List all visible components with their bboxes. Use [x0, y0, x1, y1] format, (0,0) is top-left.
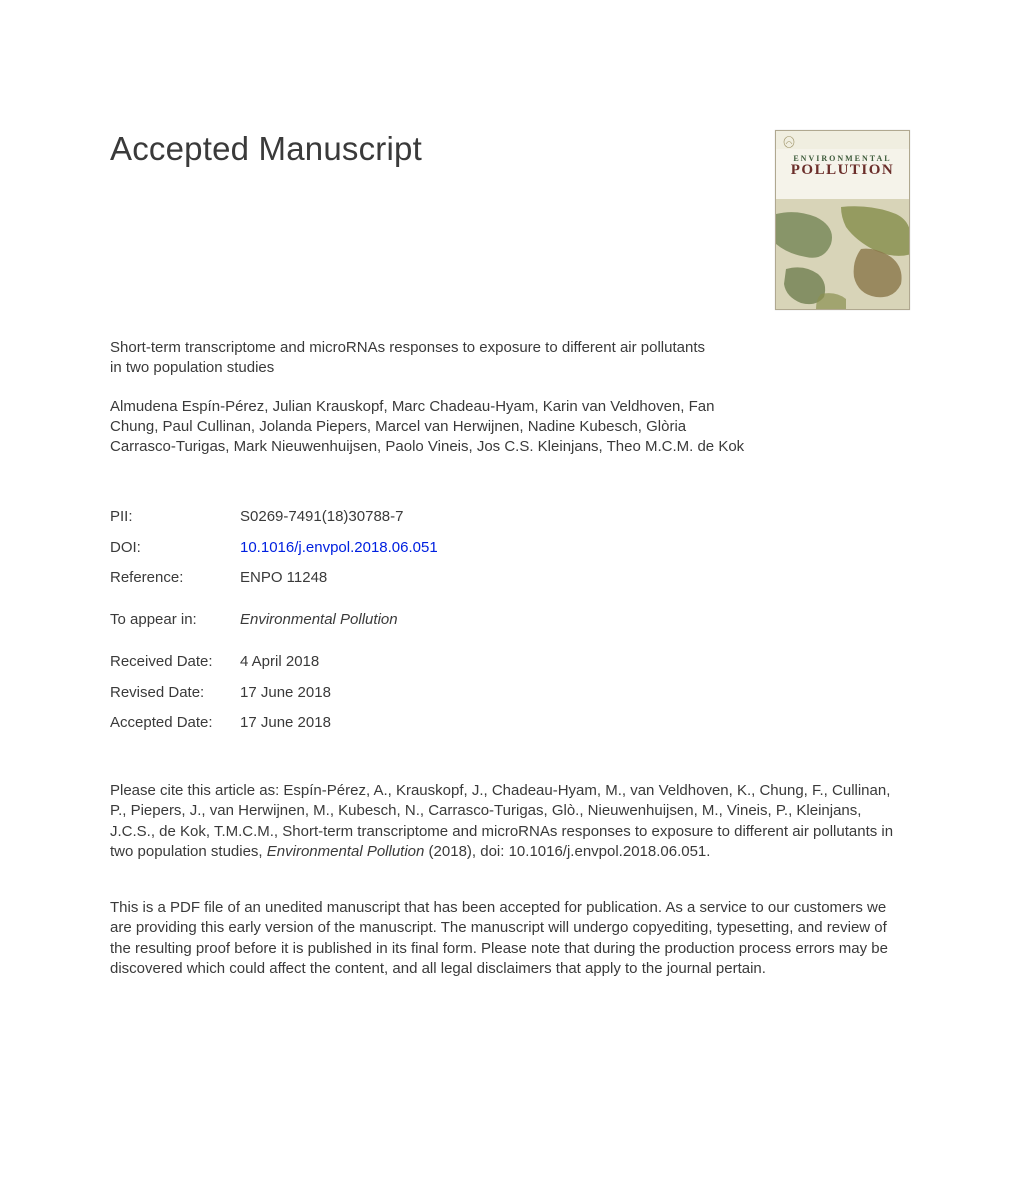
- heading-block: Accepted Manuscript: [110, 130, 422, 168]
- meta-value-pii: S0269-7491(18)30788-7: [240, 507, 403, 527]
- meta-value-doi[interactable]: 10.1016/j.envpol.2018.06.051: [240, 538, 438, 558]
- meta-label-appear: To appear in:: [110, 610, 240, 630]
- metadata-table: PII: S0269-7491(18)30788-7 DOI: 10.1016/…: [110, 507, 910, 733]
- meta-label-reference: Reference:: [110, 568, 240, 588]
- meta-label-received: Received Date:: [110, 652, 240, 672]
- cover-topbar: [776, 131, 909, 149]
- meta-label-accepted: Accepted Date:: [110, 713, 240, 733]
- citation-block: Please cite this article as: Espín-Pérez…: [110, 781, 910, 862]
- meta-value-received: 4 April 2018: [240, 652, 319, 672]
- meta-value-revised: 17 June 2018: [240, 683, 331, 703]
- meta-label-revised: Revised Date:: [110, 683, 240, 703]
- meta-row-doi: DOI: 10.1016/j.envpol.2018.06.051: [110, 538, 910, 558]
- meta-value-accepted: 17 June 2018: [240, 713, 331, 733]
- header-row: Accepted Manuscript ENVIRONMENTAL POLLUT…: [110, 130, 910, 310]
- accepted-heading: Accepted Manuscript: [110, 130, 422, 168]
- cover-title-pollution: POLLUTION: [776, 163, 909, 178]
- meta-value-appear: Environmental Pollution: [240, 610, 398, 630]
- cover-map-icon: [776, 199, 910, 309]
- article-title: Short-term transcriptome and microRNAs r…: [110, 338, 710, 379]
- meta-row-appear: To appear in: Environmental Pollution: [110, 610, 910, 630]
- meta-label-doi: DOI:: [110, 538, 240, 558]
- meta-row-received: Received Date: 4 April 2018: [110, 652, 910, 672]
- disclaimer-text: This is a PDF file of an unedited manusc…: [110, 898, 910, 979]
- meta-row-revised: Revised Date: 17 June 2018: [110, 683, 910, 703]
- citation-journal: Environmental Pollution: [267, 843, 425, 860]
- journal-cover: ENVIRONMENTAL POLLUTION: [775, 130, 910, 310]
- manuscript-page: Accepted Manuscript ENVIRONMENTAL POLLUT…: [0, 0, 1020, 1039]
- meta-label-pii: PII:: [110, 507, 240, 527]
- meta-row-accepted: Accepted Date: 17 June 2018: [110, 713, 910, 733]
- cover-title: ENVIRONMENTAL POLLUTION: [776, 149, 909, 178]
- meta-row-pii: PII: S0269-7491(18)30788-7: [110, 507, 910, 527]
- citation-suffix: (2018), doi: 10.1016/j.envpol.2018.06.05…: [424, 843, 710, 860]
- meta-value-reference: ENPO 11248: [240, 568, 327, 588]
- author-list: Almudena Espín-Pérez, Julian Krauskopf, …: [110, 397, 750, 458]
- meta-row-reference: Reference: ENPO 11248: [110, 568, 910, 588]
- elsevier-logo-icon: [782, 134, 796, 148]
